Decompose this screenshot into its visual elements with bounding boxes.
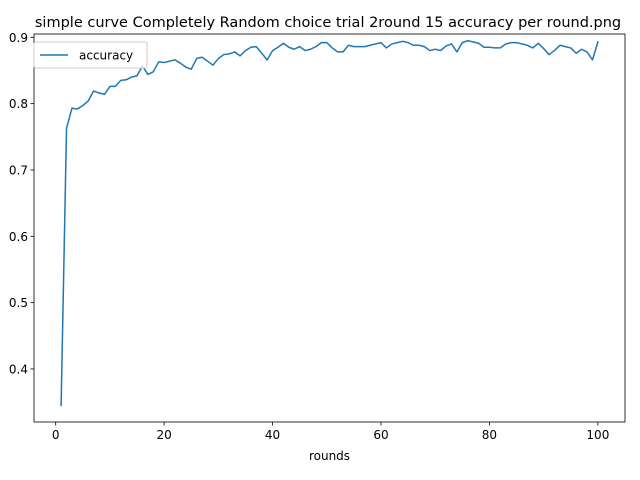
axes-frame xyxy=(33,33,626,423)
x-axis: 0 20 40 60 80 100 xyxy=(52,422,609,442)
series-line-accuracy xyxy=(60,39,599,407)
y-tick-label: 0.6 xyxy=(9,230,28,244)
x-tick-label: 0 xyxy=(52,428,60,442)
x-tick-label: 20 xyxy=(156,428,171,442)
legend-box xyxy=(33,41,148,69)
x-tick-label: 80 xyxy=(482,428,497,442)
legend-label-accuracy: accuracy xyxy=(79,49,133,63)
y-tick-label: 0.8 xyxy=(9,97,28,111)
y-tick-label: 0.4 xyxy=(9,362,28,376)
y-tick-label: 0.9 xyxy=(9,31,28,45)
chart-title: simple curve Completely Random choice tr… xyxy=(35,15,621,31)
y-axis: 0.4 0.5 0.6 0.7 0.8 0.9 xyxy=(9,31,34,376)
x-tick-label: 40 xyxy=(265,428,280,442)
x-tick-label: 60 xyxy=(373,428,388,442)
y-tick-label: 0.7 xyxy=(9,163,28,177)
legend: accuracy xyxy=(33,41,148,69)
y-tick-label: 0.5 xyxy=(9,296,28,310)
x-axis-label: rounds xyxy=(309,449,350,463)
x-tick-label: 100 xyxy=(586,428,609,442)
